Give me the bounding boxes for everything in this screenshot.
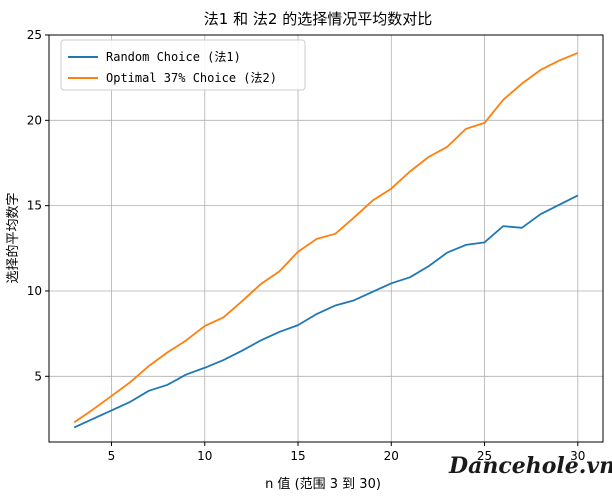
y-tick-label: 10 <box>27 284 42 298</box>
x-axis-ticks: 5 10 15 20 25 30 <box>108 442 585 463</box>
legend: Random Choice (法1) Optimal 37% Choice (法… <box>60 39 306 91</box>
y-axis-ticks: 5 10 15 20 25 <box>27 28 49 383</box>
x-tick-label: 15 <box>290 449 305 463</box>
x-tick-label: 20 <box>384 449 399 463</box>
legend-box <box>60 39 306 91</box>
y-tick-label: 20 <box>27 113 42 127</box>
x-tick-label: 25 <box>477 449 492 463</box>
watermark: Dancehole.vn <box>448 453 612 479</box>
x-tick-label: 10 <box>197 449 212 463</box>
y-tick-label: 25 <box>27 28 42 42</box>
y-axis-label: 选择的平均数字 <box>5 192 21 283</box>
series-lines <box>73 52 579 429</box>
series-line-random-choice <box>73 194 579 429</box>
plot-area <box>48 34 604 443</box>
x-tick-label: 30 <box>570 449 585 463</box>
legend-label-random-choice: Random Choice (法1) <box>106 50 241 64</box>
y-tick-label: 15 <box>27 199 42 213</box>
x-tick-label: 5 <box>108 449 116 463</box>
chart-title: 法1 和 法2 的选择情况平均数对比 <box>204 10 432 28</box>
legend-label-optimal-choice: Optimal 37% Choice (法2) <box>106 71 277 85</box>
x-axis-label: n 值 (范围 3 到 30) <box>265 476 381 492</box>
y-tick-label: 5 <box>34 369 42 383</box>
watermark-text: Dancehole.vn <box>448 453 612 479</box>
series-line-optimal-choice <box>73 52 579 424</box>
